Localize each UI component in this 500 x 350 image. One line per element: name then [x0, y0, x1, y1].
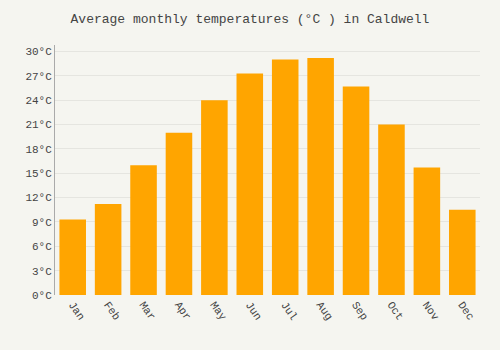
- svg-text:9°C: 9°C: [32, 217, 52, 229]
- svg-text:Aug: Aug: [314, 299, 335, 322]
- svg-text:12°C: 12°C: [25, 192, 52, 204]
- svg-text:3°C: 3°C: [32, 266, 52, 278]
- svg-text:6°C: 6°C: [32, 241, 52, 253]
- svg-text:27°C: 27°C: [25, 71, 52, 83]
- svg-text:0°C: 0°C: [32, 290, 52, 302]
- svg-text:21°C: 21°C: [25, 119, 52, 131]
- svg-text:Jan: Jan: [66, 299, 87, 322]
- svg-text:Oct: Oct: [384, 299, 405, 322]
- svg-text:30°C: 30°C: [25, 46, 52, 58]
- svg-text:24°C: 24°C: [25, 95, 52, 107]
- svg-text:15°C: 15°C: [25, 168, 52, 180]
- svg-text:Sep: Sep: [349, 299, 370, 322]
- svg-text:Jul: Jul: [278, 299, 299, 322]
- svg-text:May: May: [207, 299, 228, 322]
- svg-text:Average monthly temperatures (: Average monthly temperatures (°C ) in Ca…: [71, 12, 430, 27]
- svg-text:Apr: Apr: [172, 299, 193, 322]
- svg-text:Mar: Mar: [137, 299, 158, 322]
- svg-text:Nov: Nov: [420, 299, 441, 322]
- svg-text:18°C: 18°C: [25, 144, 52, 156]
- svg-text:Jun: Jun: [243, 299, 264, 322]
- svg-text:Dec: Dec: [455, 299, 476, 322]
- svg-text:Feb: Feb: [101, 299, 122, 322]
